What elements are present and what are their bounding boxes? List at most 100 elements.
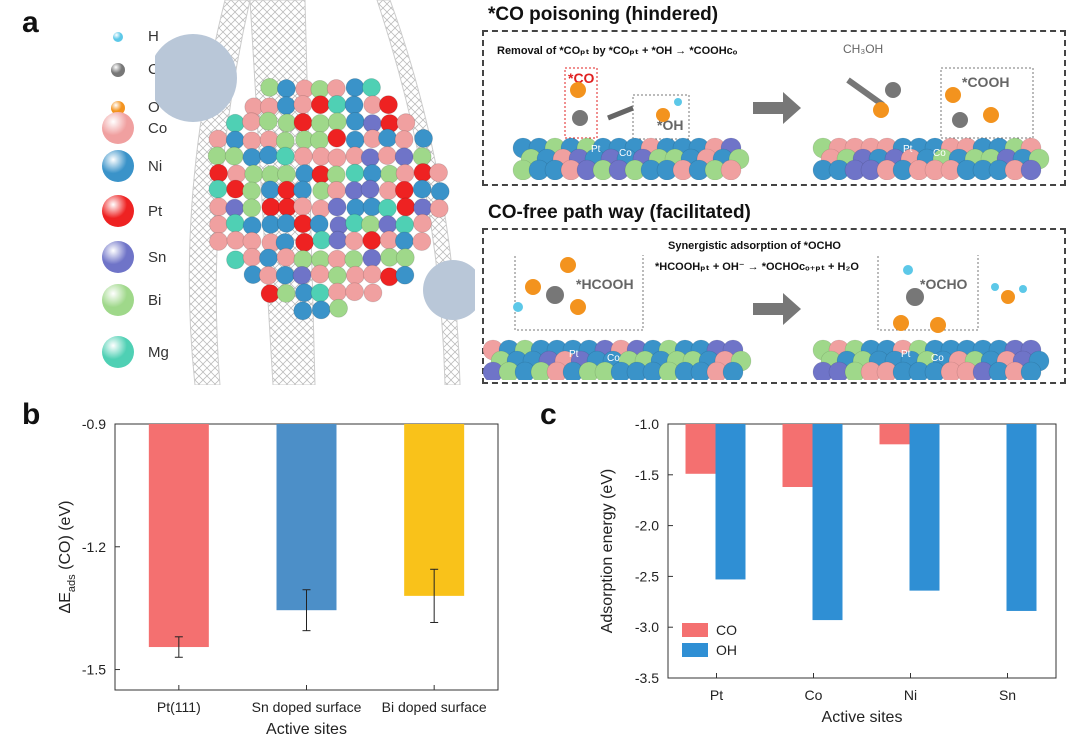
methanol-arrow [846,77,885,108]
y-tick-label: -1.5 [635,467,659,483]
top-schematic-graphic: Pt Co Pt Co [512,67,1050,180]
top-reaction-box [482,30,1066,186]
legend-item-pt: Pt [90,195,162,227]
legend-item-bi: Bi [90,284,161,316]
cooh-highlight-box [940,67,1034,139]
y-tick-label: -3.5 [635,670,659,686]
y-tick-label: -1.0 [635,416,659,432]
legend-label: O [148,99,160,116]
element-sphere-icon [102,241,134,273]
plot-frame [667,423,1057,679]
bar-co-ni [879,424,910,445]
label-hcooh: *HCOOH [576,276,634,292]
bar-1 [148,424,209,648]
top-caption: Removal of *COₚₜ by *COₚₜ + *OH → *COOHᴄ… [497,45,738,57]
bar-co-co [782,424,813,487]
bottom-caption-1: Synergistic adsorption of *OCHO [668,240,841,252]
bar-3 [404,424,465,596]
element-sphere-icon [113,31,123,42]
element-sphere-icon [102,195,134,227]
reaction-arrow-top [753,92,801,124]
oh-highlight-box [632,94,690,140]
legend-label-co: CO [716,622,737,638]
bar-co-pt [685,424,716,474]
site-label-pt-bottom-left: Pt [569,349,579,360]
legend-label: Co [148,119,168,137]
panel-label-b: b [22,398,41,431]
top-schematic-title: *CO poisoning (hindered) [488,4,719,25]
x-tick-label: Bi doped surface [382,699,487,715]
legend-item-o: O [90,99,160,116]
label-ocho: *OCHO [920,276,968,292]
legend-swatch-oh [682,643,708,657]
nanoparticle-atoms [207,77,450,321]
nanoparticle-small-left [155,34,237,122]
legend-label: Bi [148,291,162,309]
element-sphere-icon [111,62,125,77]
site-label-co-bottom-left: Co [607,353,620,364]
legend-label-oh: OH [716,642,737,658]
element-sphere-icon [111,100,125,115]
legend-item-h: H [90,28,159,45]
legend-label: Ni [148,157,163,175]
y-axis-title: ΔEads (CO) (eV) [57,501,78,614]
panel-label-a: a [22,6,39,39]
panel-label-c: c [540,398,557,431]
catalyst-surface-right-bottom [812,339,1050,380]
element-sphere-icon [102,112,134,144]
nanoparticle-small-right [423,260,475,320]
adsorption-arrow-co-to-oh [607,105,634,121]
legend-label: H [148,28,159,45]
x-tick-label: Pt [710,687,723,703]
element-sphere-icon [102,284,134,316]
legend-swatch-co [682,623,708,637]
site-label-co-bottom-right: Co [931,353,944,364]
bar-2 [276,424,337,611]
bar-oh-sn [1006,424,1037,611]
label-methanol: CH₃OH [843,42,884,56]
y-tick-label: -1.2 [82,539,106,555]
site-label-co-top-right: Co [933,148,946,159]
legend-label: Pt [148,202,163,220]
catalyst-surface-left-bottom [483,339,752,380]
x-tick-label: Sn doped surface [252,699,362,715]
x-tick-label: Pt(111) [157,699,201,715]
label-co-adsorbate: *CO [568,70,595,86]
reaction-arrow-bottom [753,293,801,325]
co-highlight-box [564,67,598,139]
catalyst-surface-left [512,137,750,180]
element-sphere-icon [102,336,134,368]
label-cooh: *COOH [962,74,1010,90]
bottom-schematic-graphic: Pt Co Pt Co [483,255,1050,380]
legend-label: Sn [148,248,167,266]
catalyst-surface-right [812,137,1050,180]
legend-label: C [148,61,159,78]
nanoparticle-illustration [155,0,475,385]
x-tick-label: Co [805,687,823,703]
bottom-caption-2: *HCOOHₚₜ + OH⁻ → *OCHOᴄₒ₊ₚₜ + H₂O [655,261,859,273]
y-axis-title: Adsorption energy (eV) [599,469,616,634]
x-axis-title: Active sites [266,721,347,737]
legend-item-ni: Ni [90,150,162,182]
y-tick-label: -2.5 [635,568,659,584]
element-sphere-icon [102,150,134,182]
bar-oh-pt [715,424,746,580]
legend-item-mg: Mg [90,336,169,368]
y-tick-label: -0.9 [82,416,106,432]
site-label-co-top-left: Co [619,148,632,159]
hcooh-highlight-box [514,255,644,331]
site-label-pt-top-right: Pt [903,144,913,155]
site-label-pt-top-left: Pt [591,144,601,155]
site-label-pt-bottom-right: Pt [901,349,911,360]
bottom-schematic-title: CO-free path way (facilitated) [488,202,751,223]
legend-item-sn: Sn [90,241,166,273]
bar-oh-ni [909,424,940,591]
y-tick-label: -3.0 [635,619,659,635]
legend-label: Mg [148,343,169,361]
chart-co-binding-energy: -0.9 -1.2 -1.5 Pt(111) Sn doped surface Bi do… [57,416,499,737]
bottom-reaction-box [482,228,1066,384]
y-tick-label: -1.5 [82,662,106,678]
x-tick-label: Sn [999,687,1016,703]
ocho-highlight-box [877,255,979,331]
chart-adsorption-energy: -1.0 -1.5 -2.0 -2.5 -3.0 -3.5 Pt Co Ni Sn Active s… [599,416,1057,726]
